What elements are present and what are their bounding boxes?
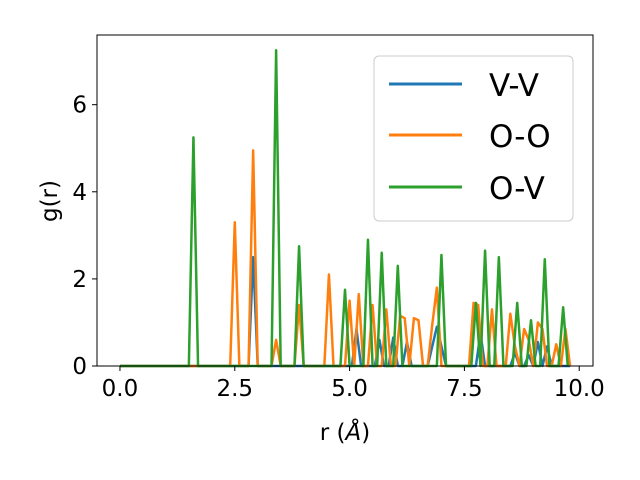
x-tick-label: 10.0 [554, 376, 605, 402]
x-tick-label: 0.0 [102, 376, 139, 402]
legend-label-o-v: O-V [489, 171, 545, 207]
x-tick-label: 2.5 [216, 376, 253, 402]
x-tick-label: 7.5 [446, 376, 483, 402]
x-axis-label-close: ) [361, 420, 370, 446]
x-axis-label-unit: Å [344, 418, 362, 446]
x-tick-label: 5.0 [331, 376, 368, 402]
y-tick-label: 4 [72, 180, 87, 206]
y-tick-label: 6 [72, 93, 87, 119]
y-tick-label: 0 [72, 354, 87, 380]
y-tick-label: 2 [72, 267, 87, 293]
plot-frame [96, 34, 594, 367]
y-axis-label: g(r) [37, 180, 63, 222]
legend: V-V O-O O-V [373, 55, 574, 222]
legend-label-o-o: O-O [489, 119, 551, 155]
legend-box [373, 55, 574, 222]
x-axis-label: r (Å) [320, 418, 370, 446]
ticks-layer: 0.0 2.5 5.0 7.5 10.0 0 2 4 6 [72, 93, 604, 402]
legend-label-v-v: V-V [489, 68, 539, 104]
x-axis-label-text: r ( [320, 420, 346, 446]
